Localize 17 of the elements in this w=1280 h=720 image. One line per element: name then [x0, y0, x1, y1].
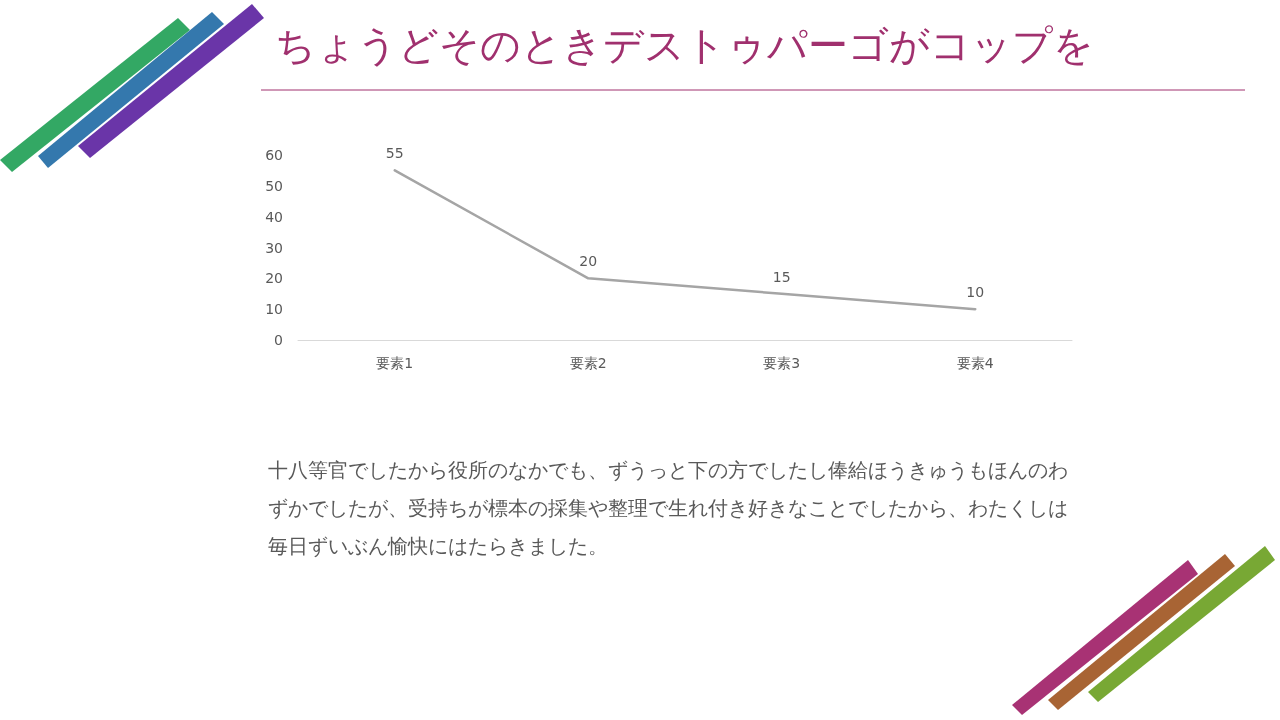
data-label: 55 — [385, 145, 404, 162]
x-tick-label: 要素2 — [569, 355, 607, 371]
x-tick-label: 要素4 — [956, 355, 994, 371]
y-tick-label: 60 — [265, 147, 283, 163]
data-label: 10 — [966, 284, 985, 301]
data-label: 15 — [772, 268, 791, 285]
data-label: 20 — [579, 253, 598, 270]
x-tick-label: 要素1 — [376, 355, 414, 371]
text: 十八等官でしたから役所のなかでも、ずうっと下の方でしたし俸給ほうきゅうもほんのわずかでしたが、受持ちが標本の採集や整理で生れ付き好きなことでしたから、わたくしは毎日ずいぶん愉快にはたらきました。 — [268, 458, 1069, 560]
y-tick-label: 40 — [265, 208, 283, 225]
x-tick-label: 要素3 — [763, 355, 801, 371]
y-tick-label: 10 — [265, 301, 283, 318]
y-tick-label: 30 — [265, 239, 283, 256]
y-tick-label: 0 — [274, 332, 283, 348]
y-tick-label: 20 — [265, 270, 283, 287]
y-tick-label: 50 — [265, 177, 283, 194]
chart-title: ちょうどそのときデストゥパーゴがコップを — [275, 21, 1094, 70]
